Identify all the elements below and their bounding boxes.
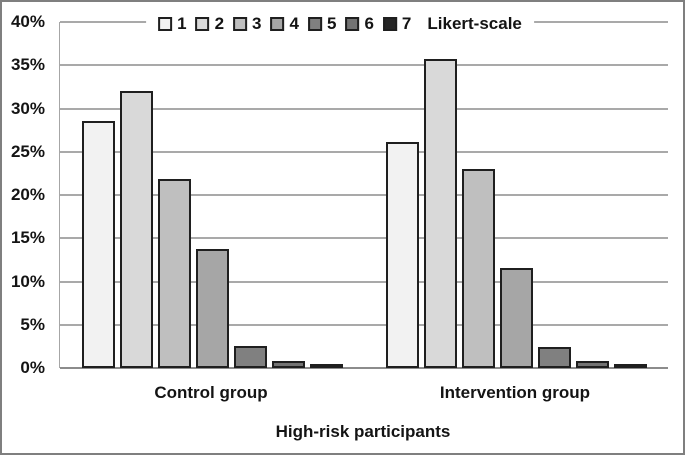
legend-label: 5 xyxy=(326,14,337,33)
legend-label: 2 xyxy=(214,14,225,33)
y-tick-label: 20% xyxy=(10,185,45,204)
legend-item-1: 1 xyxy=(158,14,187,34)
bar-groups xyxy=(60,22,668,368)
y-tick-label: 15% xyxy=(10,228,45,248)
legend-swatch-icon xyxy=(195,17,210,31)
bar-likert-5 xyxy=(537,347,571,368)
bar-likert-4 xyxy=(195,248,229,368)
bar-likert-3 xyxy=(157,179,191,368)
gridline xyxy=(60,194,668,196)
legend-swatch-icon xyxy=(233,17,248,31)
bar-likert-7 xyxy=(613,364,647,368)
legend-item-7: 7 xyxy=(382,14,412,34)
legend-item-5: 5 xyxy=(307,14,337,34)
y-axis: 0% 5% 10% 15% 20% 25% 30% 35% 40% xyxy=(2,12,51,377)
bar-likert-1 xyxy=(385,142,419,368)
gridline xyxy=(60,237,668,240)
legend-label: 1 xyxy=(177,14,187,33)
legend-swatch-icon xyxy=(158,17,173,31)
gridline xyxy=(60,107,668,110)
legend-swatch-icon xyxy=(307,17,322,31)
legend: 1 2 3 4 5 6 7 Likert-scale xyxy=(146,12,534,36)
legend-label: 4 xyxy=(289,14,299,33)
x-axis-line xyxy=(60,367,668,369)
y-tick-label: 30% xyxy=(10,98,45,118)
legend-label: 7 xyxy=(401,14,412,33)
bar-likert-2 xyxy=(119,91,153,368)
legend-swatch-icon xyxy=(345,17,360,31)
y-tick-label: 25% xyxy=(10,141,45,161)
gridline xyxy=(60,280,668,283)
x-category-labels: Control group Intervention group xyxy=(59,383,667,403)
x-category-label: Control group xyxy=(154,383,268,402)
legend-item-2: 2 xyxy=(195,14,225,34)
plot-area xyxy=(59,21,668,369)
gridline xyxy=(60,150,668,153)
y-tick-label: 5% xyxy=(20,314,45,334)
bar-likert-1 xyxy=(81,120,115,368)
bar-likert-6 xyxy=(575,361,609,368)
legend-label: 3 xyxy=(252,14,262,33)
bar-likert-7 xyxy=(309,364,343,368)
legend-item-6: 6 xyxy=(345,14,374,34)
bar-likert-6 xyxy=(271,361,305,368)
bar-likert-3 xyxy=(461,169,495,368)
x-category-label: Intervention group xyxy=(439,383,591,402)
legend-title: Likert-scale xyxy=(427,14,522,33)
bar-likert-2 xyxy=(423,59,457,368)
bar-group-intervention-group xyxy=(364,22,668,368)
gridline xyxy=(60,323,668,326)
y-tick-label: 0% xyxy=(20,358,45,377)
legend-swatch-icon xyxy=(270,17,285,31)
bar-likert-5 xyxy=(233,345,267,368)
y-tick-label: 40% xyxy=(10,12,45,31)
x-axis-title: High-risk participants xyxy=(275,422,451,441)
gridline xyxy=(60,64,668,67)
legend-label: 6 xyxy=(364,14,374,33)
legend-item-4: 4 xyxy=(270,14,299,34)
legend-item-3: 3 xyxy=(233,14,262,34)
legend-swatch-icon xyxy=(382,17,397,31)
bar-likert-4 xyxy=(499,267,533,368)
bar-group-control-group xyxy=(60,22,364,368)
y-tick-label: 35% xyxy=(10,55,45,75)
y-tick-label: 10% xyxy=(10,271,45,291)
